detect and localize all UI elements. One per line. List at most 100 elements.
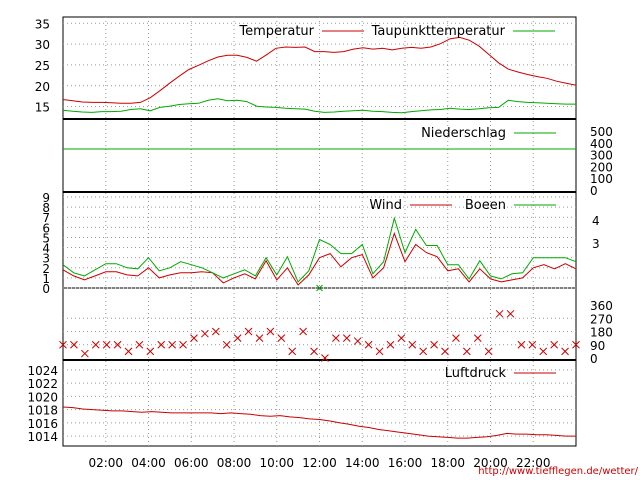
winddir-marker xyxy=(332,334,340,342)
winddir-marker-stroke xyxy=(539,347,548,356)
winddir-marker xyxy=(179,340,187,349)
winddir-marker-stroke xyxy=(211,327,220,336)
winddir-marker xyxy=(168,340,177,349)
winddir-y-tick-label: 180 xyxy=(590,326,613,340)
winddir-marker-stroke xyxy=(157,340,166,349)
winddir-marker-stroke xyxy=(375,347,384,356)
winddir-marker-stroke xyxy=(452,334,460,342)
winddir-marker xyxy=(364,340,373,349)
winddir-marker xyxy=(550,340,559,349)
winddir-marker-stroke xyxy=(342,334,351,342)
winddir-marker xyxy=(484,347,493,356)
winddir-marker-stroke xyxy=(572,340,580,349)
x-tick-label: 06:00 xyxy=(174,456,209,470)
winddir-marker xyxy=(419,347,428,356)
winddir-marker xyxy=(244,327,253,336)
winddir-marker-stroke xyxy=(321,354,329,362)
winddir-marker-stroke xyxy=(430,340,438,349)
x-tick-label: 08:00 xyxy=(217,456,252,470)
pressure-y-tick-label: 1024 xyxy=(27,364,58,378)
winddir-marker xyxy=(342,334,351,342)
winddir-marker xyxy=(80,349,89,358)
winddir-marker-stroke xyxy=(462,347,471,356)
winddir-marker xyxy=(255,334,264,342)
winddir-marker-stroke xyxy=(222,340,231,349)
winddir-marker-stroke xyxy=(244,327,253,336)
temp-y-tick-label: 35 xyxy=(35,17,50,31)
x-tick-label: 12:00 xyxy=(302,456,337,470)
winddir-marker-stroke xyxy=(59,340,67,349)
x-tick-label: 22:00 xyxy=(516,456,551,470)
winddir-marker-stroke xyxy=(124,347,133,356)
winddir-marker-stroke xyxy=(473,334,482,342)
gusts-legend-label: Boeen xyxy=(465,198,506,213)
winddir-marker xyxy=(146,347,155,356)
winddir-marker-stroke xyxy=(441,347,449,356)
wind-y-tick-label: 3 xyxy=(42,252,50,266)
winddir-marker-stroke xyxy=(255,334,264,342)
winddir-marker xyxy=(222,340,231,349)
wind-y-tick-label: 2 xyxy=(42,262,50,276)
winddir-marker xyxy=(211,327,220,336)
winddir-marker xyxy=(430,340,438,349)
winddir-marker-stroke xyxy=(288,347,297,356)
winddir-marker xyxy=(539,347,548,356)
gusts-line xyxy=(62,216,577,283)
precip-y-tick-label: 500 xyxy=(590,125,613,139)
winddir-marker-stroke xyxy=(190,334,198,342)
winddir-marker xyxy=(124,347,133,356)
winddir-marker xyxy=(113,340,122,349)
winddir-marker-stroke xyxy=(332,334,340,342)
winddir-marker xyxy=(288,347,297,356)
precipitation-legend-label: Niederschlag xyxy=(421,126,506,141)
winddir-marker xyxy=(70,340,78,349)
x-tick-label: 14:00 xyxy=(345,456,380,470)
winddir-marker-stroke xyxy=(310,347,318,356)
winddir-marker xyxy=(408,340,417,349)
winddir-marker-stroke xyxy=(113,340,122,349)
pressure-y-tick-label: 1022 xyxy=(27,377,58,391)
winddir-marker xyxy=(473,334,482,342)
pressure-y-tick-label: 1014 xyxy=(27,430,58,444)
winddir-marker xyxy=(91,340,100,349)
pressure-legend-label: Luftdruck xyxy=(445,366,507,381)
wind-y-tick-label: 1 xyxy=(42,272,50,286)
winddir-marker-stroke xyxy=(135,340,144,349)
winddir-marker xyxy=(353,337,362,345)
winddir-marker xyxy=(157,340,166,349)
precip-y-tick-label: 100 xyxy=(590,172,613,186)
wind-legend-label: Wind xyxy=(369,198,402,213)
temperature-legend-label: Temperatur xyxy=(238,24,314,39)
winddir-marker-stroke xyxy=(91,340,100,349)
x-tick-label: 04:00 xyxy=(131,456,166,470)
winddir-marker-stroke xyxy=(386,340,395,349)
wind-y-tick-label: 8 xyxy=(42,201,50,215)
winddir-marker-stroke xyxy=(299,327,307,336)
winddir-marker xyxy=(310,347,318,356)
precip-y-tick-label: 0 xyxy=(590,184,598,198)
wind-right-tick-label: 4 xyxy=(592,214,600,228)
precip-y-tick-label: 200 xyxy=(590,160,613,174)
winddir-marker xyxy=(233,334,242,342)
temp-y-tick-label: 15 xyxy=(35,101,50,115)
precip-y-tick-label: 400 xyxy=(590,137,613,151)
winddir-marker xyxy=(190,334,198,342)
pressure-y-tick-label: 1016 xyxy=(27,417,58,431)
winddir-marker-stroke xyxy=(484,347,493,356)
credit-url: http://www.tiefflegen.de/wetter/ xyxy=(478,466,638,477)
winddir-gust-marker-stroke xyxy=(316,284,323,292)
grid-lines xyxy=(63,17,576,446)
winddir-marker xyxy=(299,327,307,336)
wind-y-tick-label: 0 xyxy=(42,282,50,296)
winddir-marker xyxy=(572,340,580,349)
winddir-marker xyxy=(397,334,406,342)
winddir-marker-stroke xyxy=(517,340,526,349)
winddir-marker-stroke xyxy=(80,349,89,358)
x-tick-label: 20:00 xyxy=(473,456,508,470)
wind-y-tick-label: 6 xyxy=(42,221,50,235)
winddir-marker-stroke xyxy=(102,340,111,349)
winddir-marker xyxy=(452,334,460,342)
winddir-marker xyxy=(386,340,395,349)
winddir-marker-stroke xyxy=(146,347,155,356)
